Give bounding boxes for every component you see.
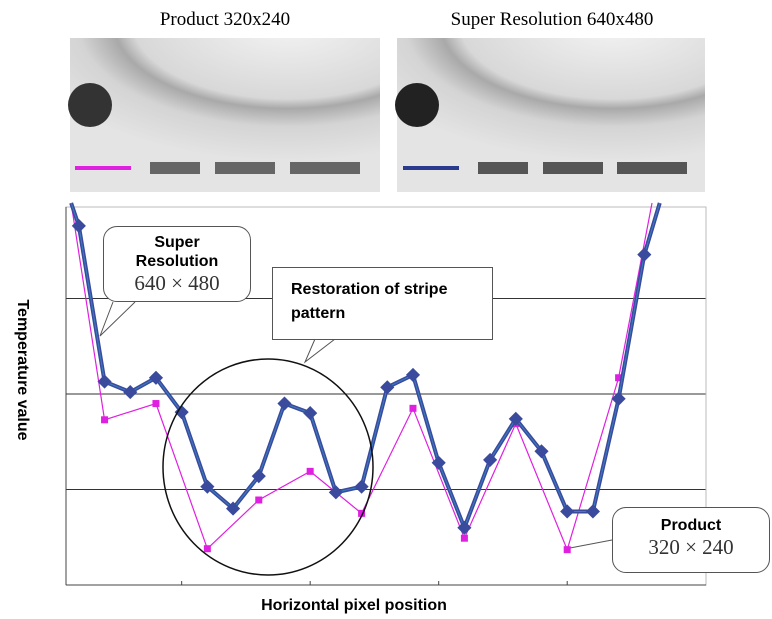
marker — [432, 456, 446, 470]
image-title: Super Resolution 640x480 — [397, 9, 707, 31]
marker — [204, 545, 211, 552]
image-title: Product 320x240 — [70, 9, 380, 31]
callout-pointer — [305, 339, 335, 362]
y-axis-label: Temperature value — [14, 299, 31, 440]
marker — [457, 521, 471, 535]
marker — [277, 396, 291, 410]
annotation: Restoration of stripe pattern — [272, 267, 493, 340]
marker — [152, 400, 159, 407]
marker — [329, 485, 343, 499]
marker — [307, 468, 314, 475]
marker — [255, 497, 262, 504]
annotation-text: Super Resolution — [104, 233, 250, 271]
marker — [406, 368, 420, 382]
marker — [303, 406, 317, 420]
marker — [560, 504, 574, 518]
marker — [409, 405, 416, 412]
marker — [101, 416, 108, 423]
annotation: Super Resolution 640 × 480 — [103, 226, 251, 302]
x-axis-label: Horizontal pixel position — [261, 597, 447, 614]
page: Temperature value Horizontal pixel posit… — [0, 0, 772, 619]
marker — [461, 535, 468, 542]
callout-pointer — [100, 302, 135, 336]
marker — [564, 546, 571, 553]
marker — [355, 480, 369, 494]
highlight-circle — [163, 359, 373, 575]
annotation-text: Product — [613, 516, 769, 535]
annotation-subtext: 320 × 240 — [613, 535, 769, 559]
annotation: Product 320 × 240 — [612, 507, 770, 573]
thermal-image — [68, 38, 380, 192]
annotation-text: Restoration of stripe pattern — [291, 278, 451, 326]
annotation-subtext: 640 × 480 — [104, 271, 250, 295]
thermal-image — [395, 38, 705, 192]
marker — [586, 504, 600, 518]
callout-pointer — [570, 540, 612, 548]
marker — [637, 247, 651, 261]
marker — [380, 380, 394, 394]
